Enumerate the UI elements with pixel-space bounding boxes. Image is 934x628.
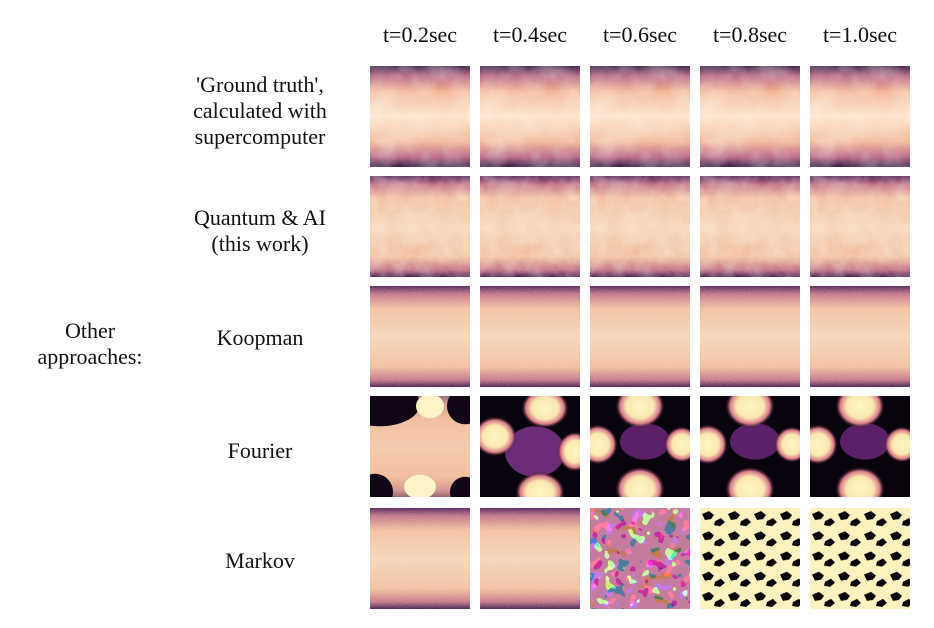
snapshot-tile	[370, 286, 470, 387]
snapshot-tile	[700, 508, 800, 609]
snapshot-tile	[810, 286, 910, 387]
snapshot-tile	[370, 176, 470, 277]
snapshot-tile	[810, 66, 910, 167]
group-label-line: Other	[64, 318, 116, 343]
snapshot-tile	[370, 66, 470, 167]
row-label-line: (this work)	[211, 231, 309, 256]
snapshot-tile	[590, 508, 690, 609]
row-label-line: calculated with	[193, 98, 327, 123]
row-label-koopman: Koopman	[160, 325, 360, 351]
snapshot-tile	[810, 176, 910, 277]
col-header-1: t=0.2sec	[382, 22, 458, 47]
snapshot-tile	[480, 508, 580, 609]
col-header-4: t=0.8sec	[712, 22, 788, 47]
snapshot-tile	[810, 508, 910, 609]
snapshot-tile	[480, 396, 580, 497]
snapshot-tile	[700, 176, 800, 277]
col-header-3: t=0.6sec	[602, 22, 678, 47]
col-header-2: t=0.4sec	[492, 22, 568, 47]
snapshot-tile	[810, 396, 910, 497]
row-label-line: Markov	[225, 548, 295, 573]
snapshot-tile	[590, 286, 690, 387]
snapshot-tile	[480, 286, 580, 387]
row-label-quantum-ai: Quantum & AI (this work)	[160, 205, 360, 257]
row-label-line: 'Ground truth',	[196, 72, 324, 97]
snapshot-tile	[590, 66, 690, 167]
snapshot-tile	[700, 286, 800, 387]
row-label-fourier: Fourier	[160, 438, 360, 464]
row-label-ground-truth: 'Ground truth', calculated with supercom…	[160, 72, 360, 150]
snapshot-tile	[590, 176, 690, 277]
snapshot-tile	[370, 508, 470, 609]
col-header-5: t=1.0sec	[822, 22, 898, 47]
snapshot-tile	[480, 176, 580, 277]
row-label-line: Koopman	[216, 325, 304, 350]
snapshot-tile	[480, 66, 580, 167]
snapshot-tile	[370, 396, 470, 497]
snapshot-tile	[700, 396, 800, 497]
snapshot-tile	[590, 396, 690, 497]
row-label-markov: Markov	[160, 548, 360, 574]
group-label-other-approaches: Other approaches:	[20, 318, 160, 370]
row-label-line: Fourier	[227, 438, 293, 463]
snapshot-tile	[700, 66, 800, 167]
group-label-line: approaches:	[37, 344, 143, 369]
row-label-line: Quantum & AI	[194, 205, 326, 230]
row-label-line: supercomputer	[194, 124, 326, 149]
